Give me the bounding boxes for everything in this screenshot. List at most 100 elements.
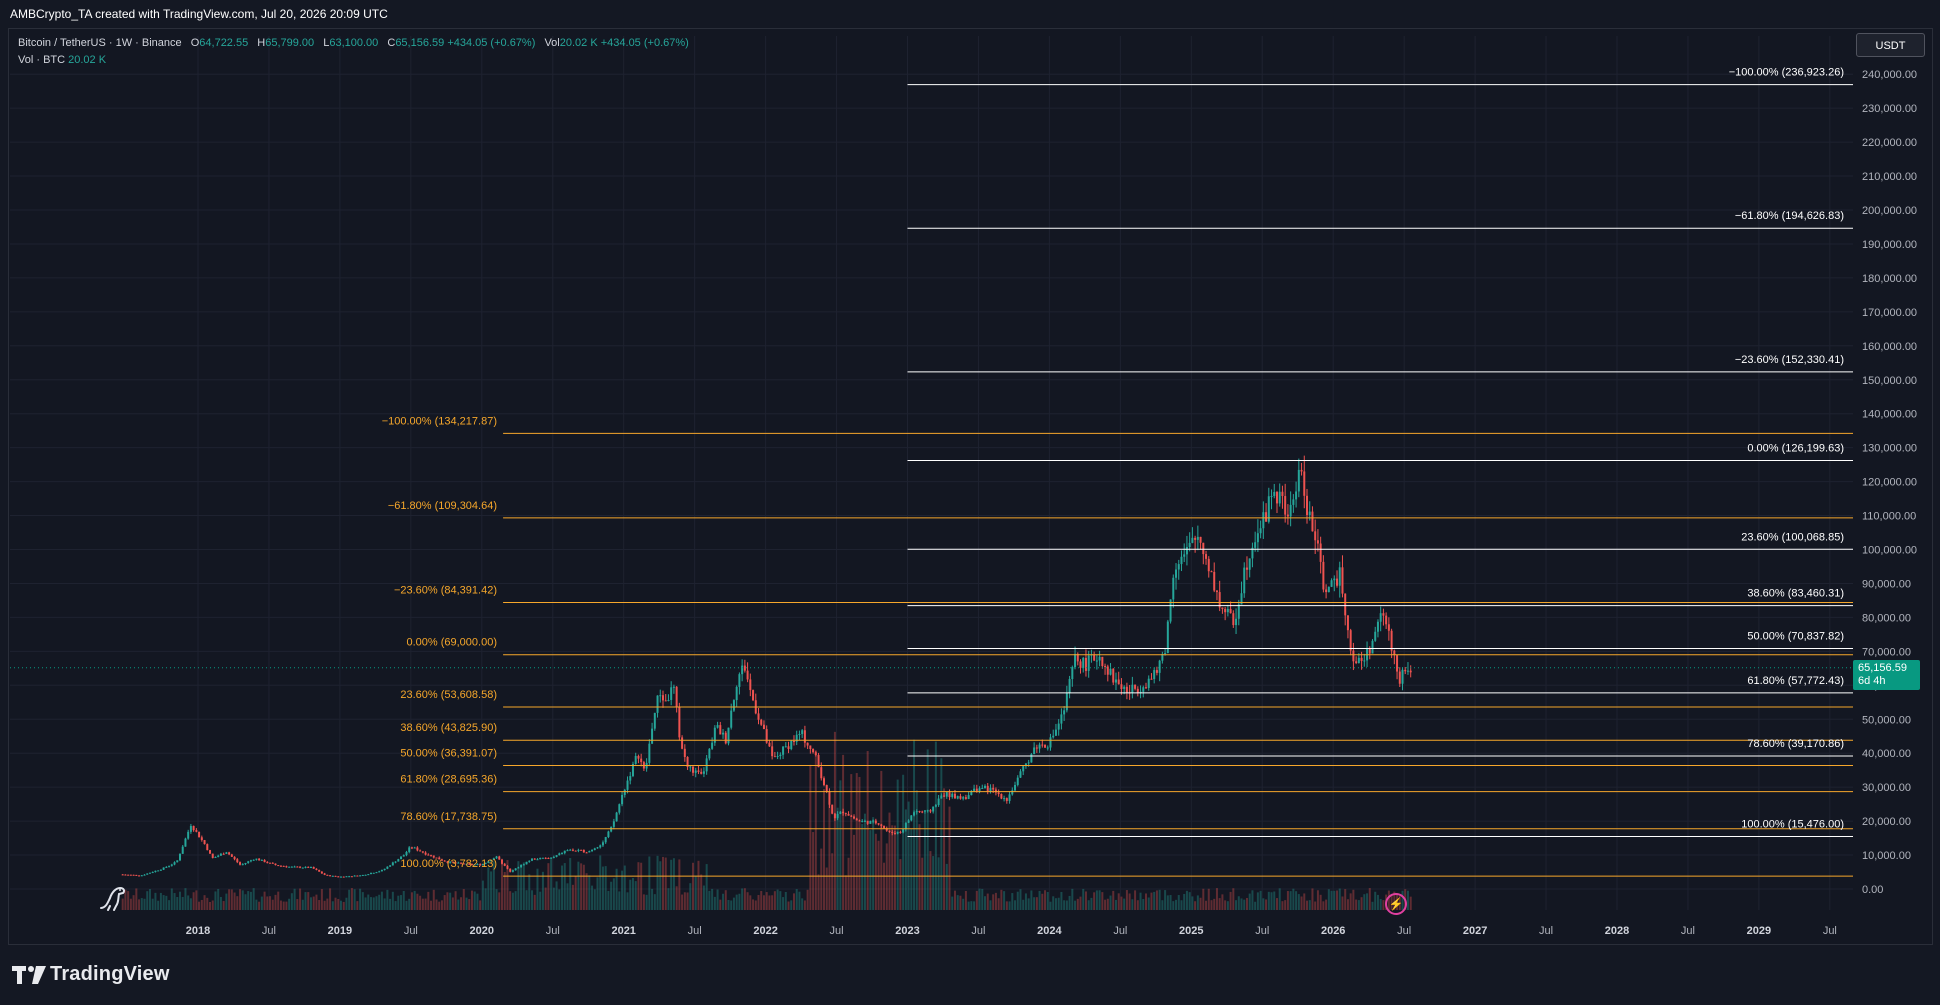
candle-body [664,700,667,702]
candle-body [1172,577,1175,600]
candle-body [550,857,553,859]
candle-body [574,850,577,852]
volume-bar [1267,891,1270,910]
vol-change: +434.05 (+0.67%) [600,37,689,49]
candle-body [260,859,263,861]
volume-bar [760,890,763,910]
candle-body [481,864,484,866]
volume-bar [730,900,733,910]
volume-bar [983,896,986,910]
volume-bar [809,764,812,910]
volume-bar [200,899,203,910]
candle-body [697,770,700,772]
volume-bar [1259,890,1262,910]
candle-body [1183,554,1186,557]
candle-body [337,876,340,878]
candle-body [506,865,509,869]
candle-body [1235,618,1238,626]
volume-bar [408,898,411,910]
candle-body [1158,660,1161,673]
candle-body [932,806,935,812]
candle-body [585,852,588,854]
volume-bar [405,900,408,910]
volume-bar [1076,898,1079,910]
fib-white-label: 23.60% (100,068.85) [1741,531,1844,543]
high-label: H [257,37,266,49]
candle-body [795,734,798,742]
candle-body [896,831,899,834]
volume-bar [640,862,643,910]
candle-body [689,766,692,768]
ohlc-row[interactable]: Bitcoin / TetherUS · 1W · Binance O64,72… [18,35,689,52]
candle-body [973,788,976,791]
volume-bar [1374,891,1377,910]
volume-bar [225,893,228,910]
price-tick-label: 100,000.00 [1862,545,1917,557]
volume-bar [1145,893,1148,910]
volume-bar [973,901,976,910]
lightning-icon[interactable]: ⚡ [1385,893,1407,915]
candle-body [1005,798,1008,801]
volume-bar [203,895,206,910]
candle-body [1338,567,1341,586]
volume-bar [1371,901,1374,910]
candle-body [1368,648,1371,654]
volume-bar [279,900,282,910]
candle-body [1199,536,1202,543]
candle-body [855,818,858,821]
volume-bar [724,890,727,910]
candle-body [427,854,430,856]
price-tick-label: 190,000.00 [1862,239,1917,251]
fib-orange-label: −100.00% (134,217.87) [382,415,497,427]
volume-bar [462,889,465,910]
candle-body [702,771,705,774]
volume-bar [866,751,869,910]
candle-body [326,874,329,876]
price-tick-label: 210,000.00 [1862,171,1917,183]
candle-body [773,756,776,758]
volume-bar [1019,889,1022,910]
currency-selector[interactable]: USDT [1856,33,1925,57]
time-tick-label: 2018 [186,925,210,937]
volume-bar [383,898,386,910]
dino-icon[interactable] [98,884,128,912]
candle-body [383,868,386,871]
volume-bar [588,875,591,910]
candle-body [850,815,853,817]
volume-bar [1090,897,1093,910]
candle-body [921,811,924,813]
volume-bar [372,897,375,910]
candle-body [1390,630,1393,651]
volume-bar [981,888,984,910]
volume-bar [1022,899,1025,910]
volume-bar [1169,895,1172,910]
candle-body [566,850,569,852]
volume-bar [558,889,561,910]
price-tick-label: 120,000.00 [1862,477,1917,489]
candle-body [746,670,749,680]
candle-body [1033,747,1036,755]
volume-bar [634,881,637,910]
candle-body [1393,650,1396,656]
candle-body [943,795,946,797]
candle-body [138,875,141,877]
candle-body [604,837,607,843]
volume-bar [127,891,130,910]
candle-body [438,857,441,860]
candle-body [1038,744,1041,749]
candle-body [964,797,967,799]
volume-bar [989,900,992,910]
candle-body [1308,511,1311,515]
volume-bar [741,888,744,910]
open-label: O [190,37,200,49]
volume-bar [457,899,460,910]
volume-bar [743,888,746,910]
volume-bar [1014,900,1017,910]
volume-bar [1344,889,1347,910]
volume-bar [195,890,198,910]
candle-body [1333,578,1336,581]
volume-row[interactable]: Vol · BTC 20.02 K [18,52,689,69]
time-tick-label: Jul [1539,925,1553,937]
candle-body [719,725,722,735]
